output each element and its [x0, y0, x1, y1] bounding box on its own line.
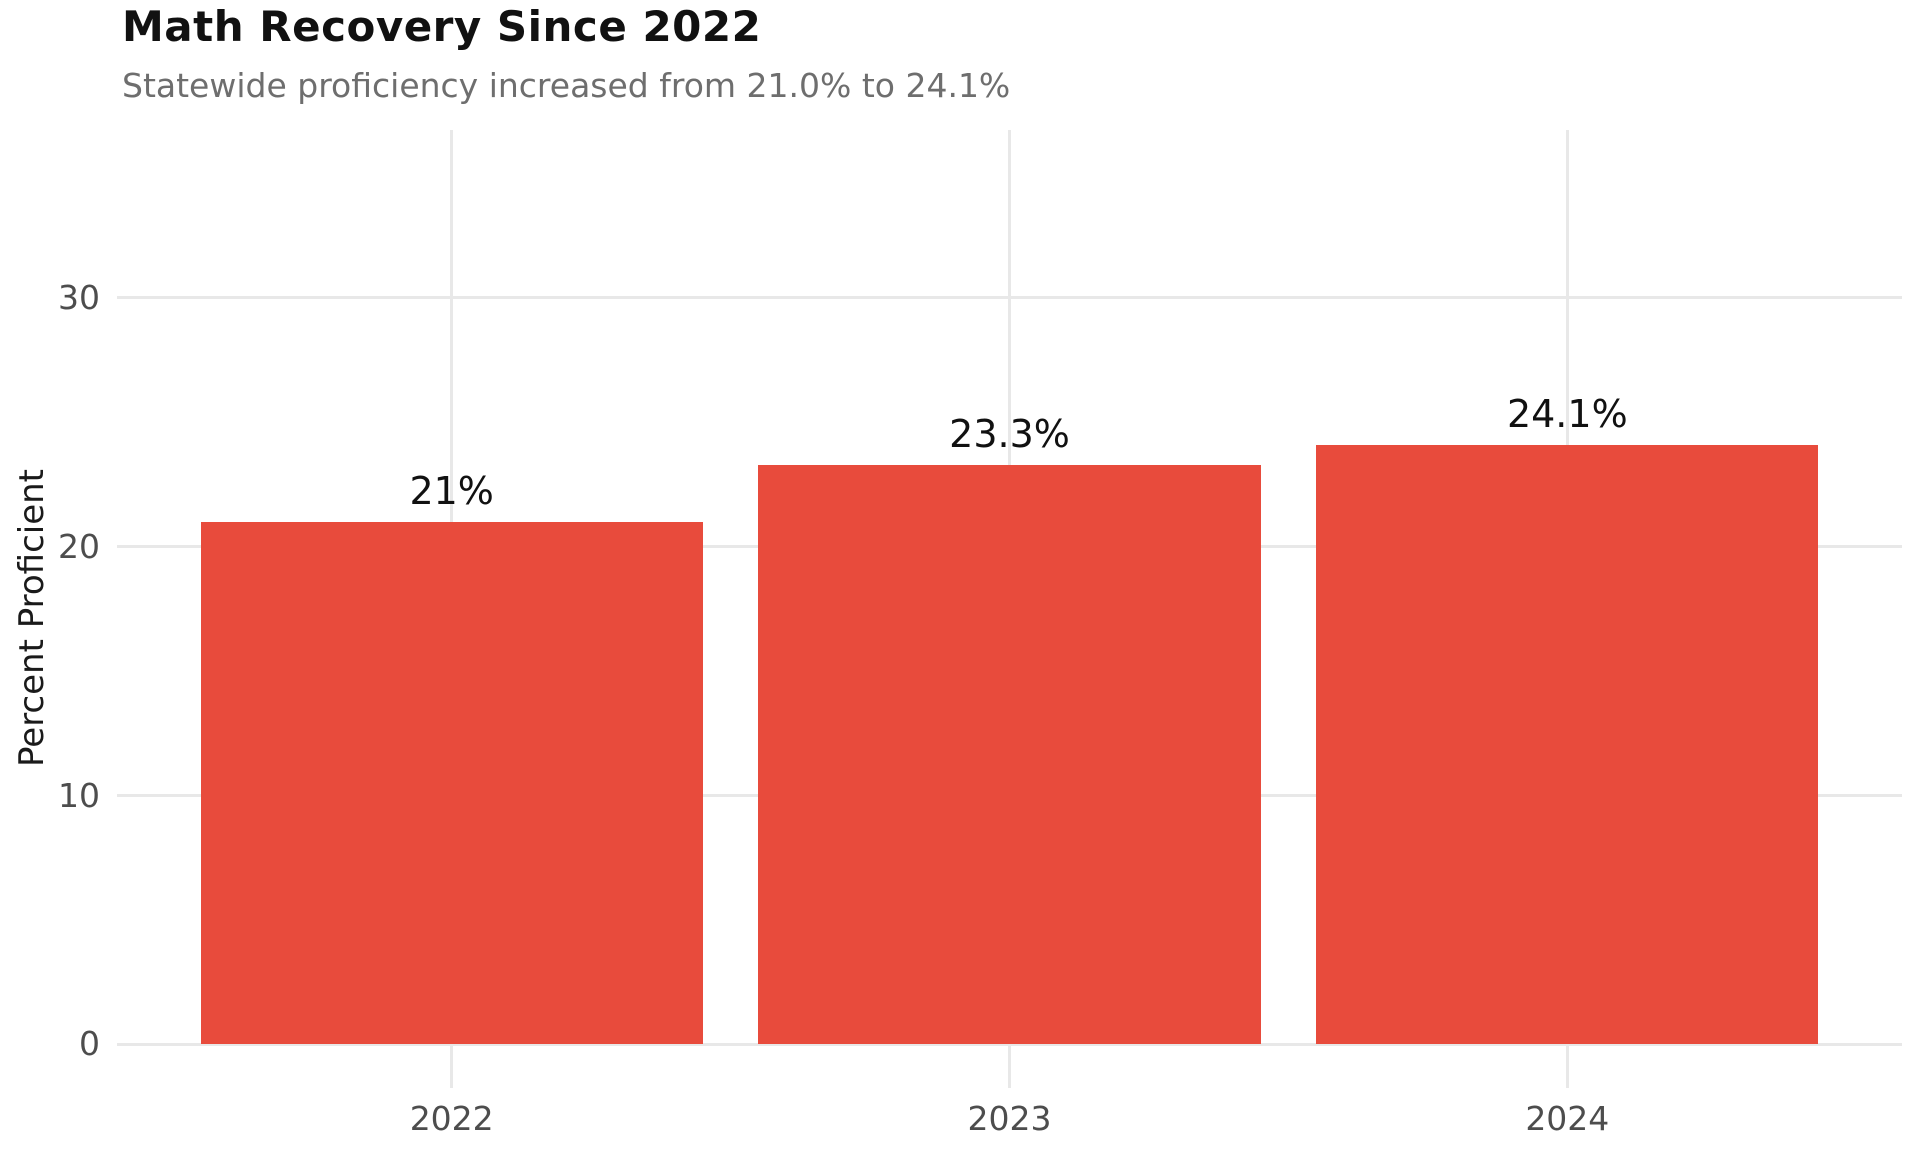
bar-value-label-2022: 21%	[409, 468, 494, 513]
bar-2024	[1316, 444, 1819, 1045]
y-tick-label-0: 0	[79, 1024, 100, 1064]
y-tick-label-20: 20	[58, 526, 100, 566]
bar-value-label-2023: 23.3%	[949, 411, 1070, 456]
x-tick-label-2022: 2022	[409, 1099, 494, 1138]
bar-2022	[200, 521, 703, 1045]
chart-subtitle: Statewide proficiency increased from 21.…	[122, 66, 1011, 105]
bar-value-label-2024: 24.1%	[1506, 391, 1628, 436]
y-tick-label-30: 30	[58, 277, 100, 317]
x-tick-label-2024: 2024	[1525, 1099, 1610, 1138]
bar-2023	[758, 464, 1261, 1045]
y-tick-label-10: 10	[58, 775, 100, 815]
chart-title: Math Recovery Since 2022	[122, 2, 762, 51]
y-axis-title: Percent Proficient	[12, 468, 52, 768]
x-tick-label-2023: 2023	[967, 1099, 1052, 1138]
